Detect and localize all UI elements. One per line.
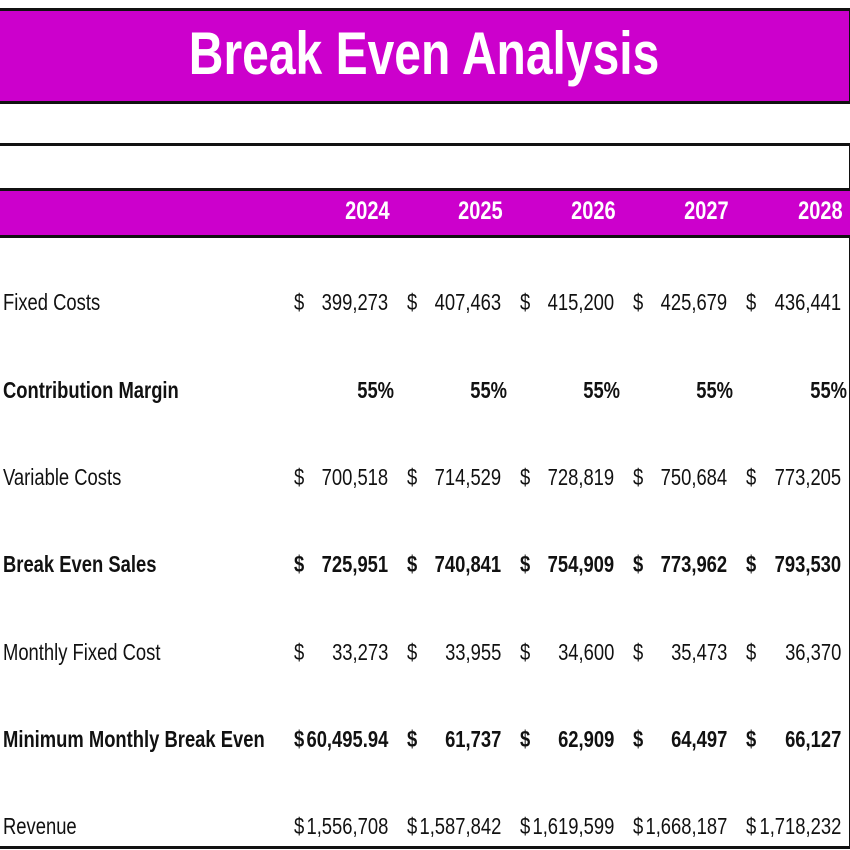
year-header-2028: 2028 <box>798 197 844 225</box>
table-cell-value: 399,273 <box>321 289 388 315</box>
table-cell-value: 55% <box>696 377 733 403</box>
table-cell-value: 750,684 <box>660 464 727 490</box>
row-label: Minimum Monthly Break Even <box>3 726 265 752</box>
table-cell-value: 1,619,599 <box>532 813 614 839</box>
table-cell-value: 436,441 <box>774 289 841 315</box>
table-cell-value: 700,518 <box>321 464 388 490</box>
currency-symbol: $ <box>633 551 644 577</box>
table-cell-value: 55% <box>583 377 620 403</box>
page-title-text: Break Even Analysis <box>188 20 660 87</box>
currency-symbol: $ <box>746 639 757 665</box>
row-label: Break Even Sales <box>3 551 157 577</box>
table-cell-value: 61,737 <box>444 726 501 752</box>
table-cell-value: 773,962 <box>660 551 727 577</box>
row-label: Contribution Margin <box>3 377 179 403</box>
table-cell-value: 793,530 <box>774 551 841 577</box>
currency-symbol: $ <box>520 464 531 490</box>
table-cell-value: 35,473 <box>670 639 727 665</box>
table-cell-value: 754,909 <box>547 551 614 577</box>
row-label: Variable Costs <box>3 464 122 490</box>
currency-symbol: $ <box>407 464 418 490</box>
table-cell-value: 1,587,842 <box>419 813 501 839</box>
year-header-2027: 2027 <box>684 197 730 225</box>
table-cell-value: 36,370 <box>784 639 841 665</box>
currency-symbol: $ <box>294 726 305 752</box>
table-cell-value: 725,951 <box>321 551 388 577</box>
row-label: Fixed Costs <box>3 289 101 315</box>
page-title: Break Even Analysis <box>0 19 849 89</box>
currency-symbol: $ <box>294 464 305 490</box>
currency-symbol: $ <box>407 639 418 665</box>
currency-symbol: $ <box>520 639 531 665</box>
currency-symbol: $ <box>407 289 418 315</box>
currency-symbol: $ <box>633 813 644 839</box>
year-header-2025: 2025 <box>458 197 504 225</box>
table-cell-value: 34,600 <box>557 639 614 665</box>
table-cell-value: 714,529 <box>434 464 501 490</box>
table-cell-value: 1,668,187 <box>645 813 727 839</box>
currency-symbol: $ <box>407 551 418 577</box>
table-cell-value: 55% <box>470 377 507 403</box>
currency-symbol: $ <box>294 289 305 315</box>
title-banner: Break Even Analysis <box>0 8 850 104</box>
currency-symbol: $ <box>520 726 531 752</box>
currency-symbol: $ <box>407 726 418 752</box>
table-cell-value: 62,909 <box>557 726 614 752</box>
currency-symbol: $ <box>746 551 757 577</box>
currency-symbol: $ <box>520 813 531 839</box>
currency-symbol: $ <box>633 639 644 665</box>
currency-symbol: $ <box>407 813 418 839</box>
row-label: Monthly Fixed Cost <box>3 639 161 665</box>
currency-symbol: $ <box>746 289 757 315</box>
currency-symbol: $ <box>633 464 644 490</box>
currency-symbol: $ <box>520 289 531 315</box>
currency-symbol: $ <box>633 289 644 315</box>
table-cell-value: 425,679 <box>660 289 727 315</box>
currency-symbol: $ <box>294 639 305 665</box>
table-cell-value: 740,841 <box>434 551 501 577</box>
table-cell-value: 1,718,232 <box>759 813 841 839</box>
currency-symbol: $ <box>633 726 644 752</box>
row-label: Revenue <box>3 813 77 839</box>
table-cell-value: 728,819 <box>547 464 614 490</box>
table-cell-value: 407,463 <box>434 289 501 315</box>
year-header-2024: 2024 <box>345 197 391 225</box>
table-cell-value: 33,273 <box>331 639 388 665</box>
table-cell-value: 773,205 <box>774 464 841 490</box>
currency-symbol: $ <box>746 464 757 490</box>
year-header-2026: 2026 <box>571 197 617 225</box>
currency-symbol: $ <box>520 551 531 577</box>
currency-symbol: $ <box>294 813 305 839</box>
table-cell-value: 64,497 <box>670 726 727 752</box>
table-cell-value: 1,556,708 <box>306 813 388 839</box>
table-cell-value: 33,955 <box>444 639 501 665</box>
table-cell-value: 415,200 <box>547 289 614 315</box>
table-cell-value: 66,127 <box>784 726 841 752</box>
currency-symbol: $ <box>746 813 757 839</box>
currency-symbol: $ <box>746 726 757 752</box>
year-header-row <box>0 188 850 238</box>
table-cell-value: 55% <box>810 377 847 403</box>
table-cell-value: 60,495.94 <box>306 726 388 752</box>
currency-symbol: $ <box>294 551 305 577</box>
table-cell-value: 55% <box>357 377 394 403</box>
